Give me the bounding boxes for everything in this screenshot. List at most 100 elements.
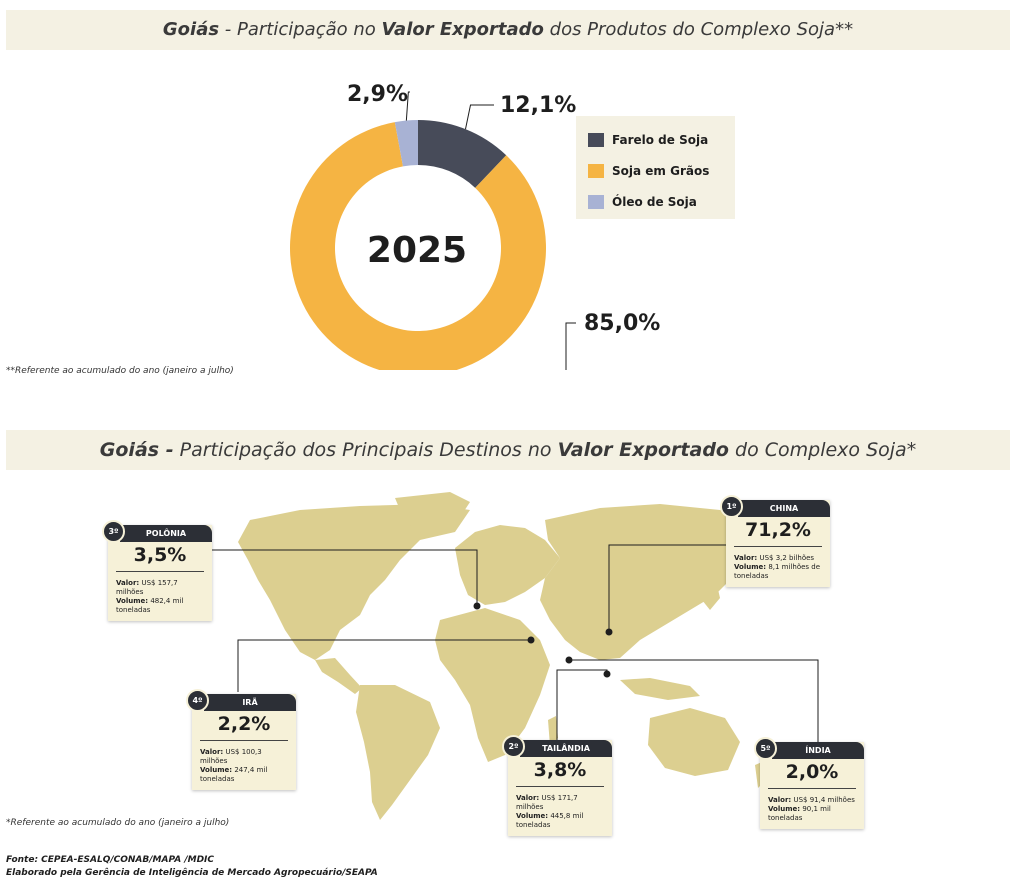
card-country: TAILÂNDIA [520,740,612,757]
continent-greenland [395,492,470,535]
rank-badge: 3º [102,520,125,543]
card-details: Valor: US$ 157,7 milhões Volume: 482,4 m… [108,572,212,621]
legend-label-graos: Soja em Grãos [612,163,710,178]
connector-china [608,544,726,632]
card-country: CHINA [738,500,830,517]
valor-value: US$ 91,4 milhões [793,796,855,804]
valor-label: Valor: [516,794,540,802]
card-country: ÍNDIA [772,742,864,759]
continent-north-america [238,504,470,660]
legend-item-graos: Soja em Grãos [588,155,735,186]
card-share: 3,8% [533,759,587,781]
volume-value: 247,4 mil toneladas [200,766,268,783]
legend-swatch-graos [588,163,604,178]
donut-label-2: 2,9% [347,82,408,107]
continent-indonesia [620,678,700,700]
legend-swatch-oleo [588,194,604,209]
connector-india [569,659,819,742]
donut-label-0: 12,1% [500,93,576,118]
title-products-part-0: Goiás [162,19,220,40]
note-products: **Referente ao acumulado do ano (janeiro… [6,366,234,376]
valor-label: Valor: [734,554,758,562]
title-destinations-part-2: Valor Exportado [557,439,729,461]
marker-india [565,656,573,664]
destination-connectors [212,544,819,742]
donut-legend: Farelo de Soja Soja em Grãos Óleo de Soj… [576,116,735,219]
donut-slice-1 [290,122,546,370]
legend-item-oleo: Óleo de Soja [588,186,735,217]
card-ira: 4º IRÃ 2,2% Valor: US$ 100,3 milhões Vol… [186,689,296,790]
donut-leader-1 [565,322,576,370]
continent-central-america [315,658,362,694]
card-details: Valor: US$ 171,7 milhões Volume: 445,8 m… [508,787,612,836]
volume-label: Volume: [200,766,233,774]
card-details: Valor: US$ 91,4 milhões Volume: 90,1 mil… [760,789,864,829]
legend-label-oleo: Óleo de Soja [612,194,697,209]
valor-label: Valor: [768,796,792,804]
continents [238,492,775,820]
legend-label-farelo: Farelo de Soja [612,132,709,147]
continent-australia [648,708,740,776]
marker-polonia [473,602,481,610]
continent-africa [435,608,550,762]
connector-tailandia [556,669,608,740]
marker-tailandia [603,670,611,678]
donut-slice-2 [394,120,418,167]
chart-title-destinations: Goiás - Participação dos Principais Dest… [6,430,1010,470]
donut-leader-0 [465,104,494,130]
card-divider [200,740,288,741]
legend-item-farelo: Farelo de Soja [588,124,735,155]
card-tailandia: 2º TAILÂNDIA 3,8% Valor: US$ 171,7 milhõ… [502,735,612,836]
card-divider [116,571,204,572]
card-china: 1º CHINA 71,2% Valor: US$ 3,2 bilhões Vo… [720,495,830,587]
volume-value: 8,1 milhões de toneladas [734,563,821,580]
continent-europe [455,525,560,605]
donut-center-label: 2025 [367,230,467,271]
rank-badge: 5º [754,737,777,760]
title-products-part-3: dos Produtos do Complexo Soja** [543,19,854,40]
valor-value: US$ 3,2 bilhões [759,554,815,562]
card-share: 71,2% [745,519,811,541]
volume-label: Volume: [116,597,149,605]
volume-label: Volume: [768,805,801,813]
card-divider [516,786,604,787]
card-share: 2,0% [785,761,839,783]
continent-madagascar [548,716,558,746]
donut-chart: 12,1% 85,0% 2,9% 2025 [290,82,660,370]
rank-badge: 4º [186,689,209,712]
volume-value: 445,8 mil toneladas [516,812,584,829]
volume-label: Volume: [734,563,767,571]
chart-title-products: Goiás - Participação no Valor Exportado … [6,10,1010,50]
valor-value: US$ 157,7 milhões [116,579,178,596]
continent-japan [702,576,720,610]
connector-ira [237,639,531,692]
card-details: Valor: US$ 100,3 milhões Volume: 247,4 m… [192,741,296,790]
card-country: IRÃ [204,694,296,711]
card-divider [734,546,822,547]
volume-value: 90,1 mil toneladas [768,805,831,822]
donut-label-1: 85,0% [584,311,660,336]
card-details: Valor: US$ 3,2 bilhões Volume: 8,1 milhõ… [726,547,830,587]
connector-polonia [212,549,478,606]
card-share: 3,5% [133,544,187,566]
card-india: 5º ÍNDIA 2,0% Valor: US$ 91,4 milhões Vo… [754,737,864,829]
valor-value: US$ 171,7 milhões [516,794,578,811]
card-polonia: 3º POLÔNIA 3,5% Valor: US$ 157,7 milhões… [102,520,212,621]
valor-label: Valor: [200,748,224,756]
footer-source: Fonte: CEPEA-ESALQ/CONAB/MAPA /MDIC [6,855,215,865]
card-country: POLÔNIA [120,525,212,542]
title-destinations-part-3: do Complexo Soja* [728,439,917,461]
title-products-part-1: - Participação no [219,19,382,40]
volume-value: 482,4 mil toneladas [116,597,184,614]
footer-credit: Elaborado pela Gerência de Inteligência … [6,868,378,878]
note-destinations: *Referente ao acumulado do ano (janeiro … [6,818,230,828]
donut-leader-2 [405,91,410,121]
title-products-part-2: Valor Exportado [381,19,544,40]
rank-badge: 2º [502,735,525,758]
volume-label: Volume: [516,812,549,820]
legend-swatch-farelo [588,132,604,147]
card-share: 2,2% [217,713,271,735]
rank-badge: 1º [720,495,743,518]
valor-label: Valor: [116,579,140,587]
marker-china [605,628,613,636]
